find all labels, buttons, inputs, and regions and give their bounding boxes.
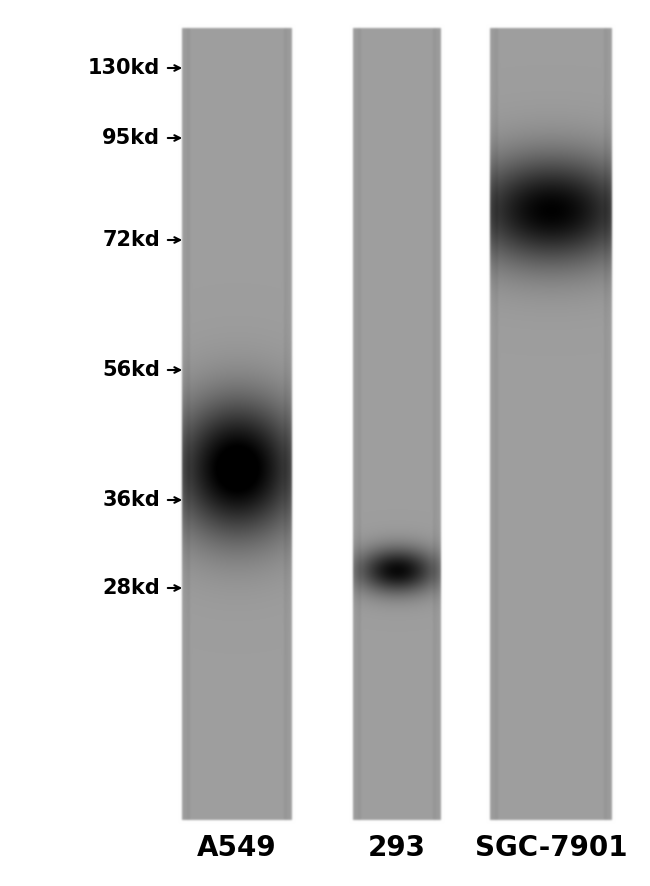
Text: 28kd: 28kd bbox=[102, 578, 160, 598]
Text: 56kd: 56kd bbox=[102, 360, 160, 380]
Text: 130kd: 130kd bbox=[88, 58, 160, 78]
Text: 95kd: 95kd bbox=[102, 128, 160, 148]
Text: A549: A549 bbox=[197, 834, 277, 862]
Text: 72kd: 72kd bbox=[102, 230, 160, 250]
Text: 293: 293 bbox=[368, 834, 426, 862]
Text: 36kd: 36kd bbox=[102, 490, 160, 510]
Text: SGC-7901: SGC-7901 bbox=[474, 834, 627, 862]
